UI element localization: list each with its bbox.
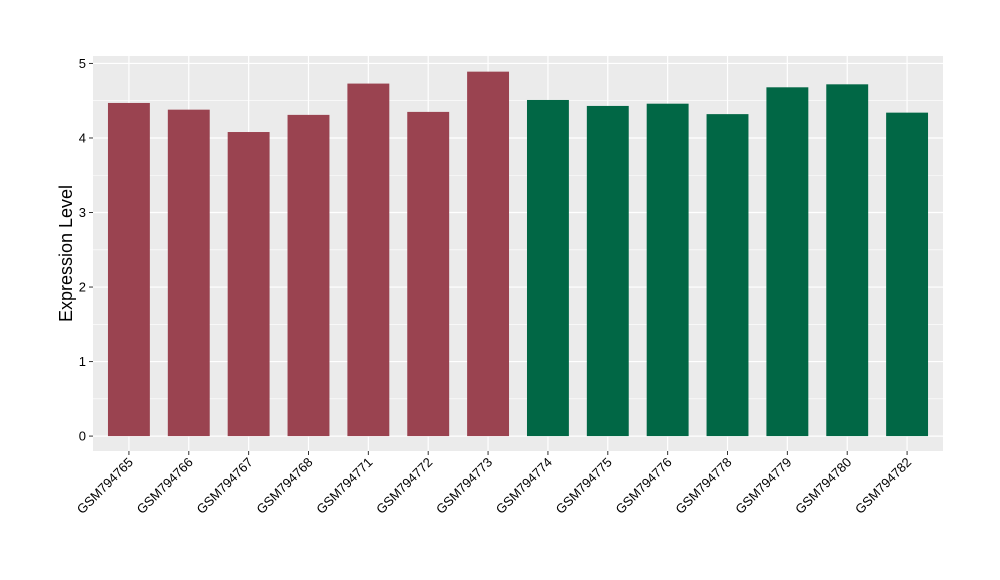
y-tick-label: 5 bbox=[79, 56, 86, 71]
x-tick-label-GSM794782: GSM794782 bbox=[852, 455, 914, 517]
bar-GSM794766 bbox=[167, 109, 210, 437]
bar-GSM794773 bbox=[467, 71, 510, 437]
bar-GSM794780 bbox=[826, 84, 869, 437]
x-tick-label-GSM794778: GSM794778 bbox=[672, 455, 734, 517]
bar-GSM794778 bbox=[706, 114, 749, 437]
x-tick-label-GSM794776: GSM794776 bbox=[613, 455, 675, 517]
y-tick-label: 3 bbox=[79, 205, 86, 220]
bar-GSM794771 bbox=[347, 83, 390, 437]
bar-GSM794779 bbox=[766, 87, 809, 437]
x-tick-label-GSM794775: GSM794775 bbox=[553, 455, 615, 517]
y-tick-label: 2 bbox=[79, 280, 86, 295]
y-tick-label: 1 bbox=[79, 354, 86, 369]
bar-GSM794772 bbox=[407, 111, 450, 437]
plot-panel bbox=[93, 56, 943, 451]
bar-GSM794776 bbox=[646, 103, 689, 437]
y-axis: 0 1 2 3 4 5 bbox=[79, 56, 93, 444]
x-tick-label-GSM794771: GSM794771 bbox=[313, 455, 375, 517]
bar-GSM794768 bbox=[287, 114, 330, 437]
x-tick-label-GSM794766: GSM794766 bbox=[134, 455, 196, 517]
x-tick-label-GSM794773: GSM794773 bbox=[433, 455, 495, 517]
y-tick-label: 0 bbox=[79, 429, 86, 444]
bar-GSM794774 bbox=[526, 99, 569, 437]
x-tick-label-GSM794768: GSM794768 bbox=[253, 455, 315, 517]
x-tick-label-GSM794772: GSM794772 bbox=[373, 455, 435, 517]
x-tick-label-GSM794780: GSM794780 bbox=[792, 455, 854, 517]
bars bbox=[107, 71, 929, 437]
bar-GSM794775 bbox=[586, 105, 629, 437]
x-tick-label-GSM794767: GSM794767 bbox=[194, 455, 256, 517]
x-tick-label-GSM794774: GSM794774 bbox=[493, 455, 555, 517]
bar-GSM794782 bbox=[886, 112, 929, 437]
bar-GSM794765 bbox=[107, 102, 150, 437]
x-axis: GSM794765GSM794766GSM794767GSM794768GSM7… bbox=[74, 451, 914, 517]
y-tick-label: 4 bbox=[79, 130, 86, 145]
x-tick-label-GSM794779: GSM794779 bbox=[732, 455, 794, 517]
y-axis-title: Expression Level bbox=[56, 185, 76, 322]
bar-GSM794767 bbox=[227, 132, 270, 437]
x-tick-label-GSM794765: GSM794765 bbox=[74, 455, 136, 517]
